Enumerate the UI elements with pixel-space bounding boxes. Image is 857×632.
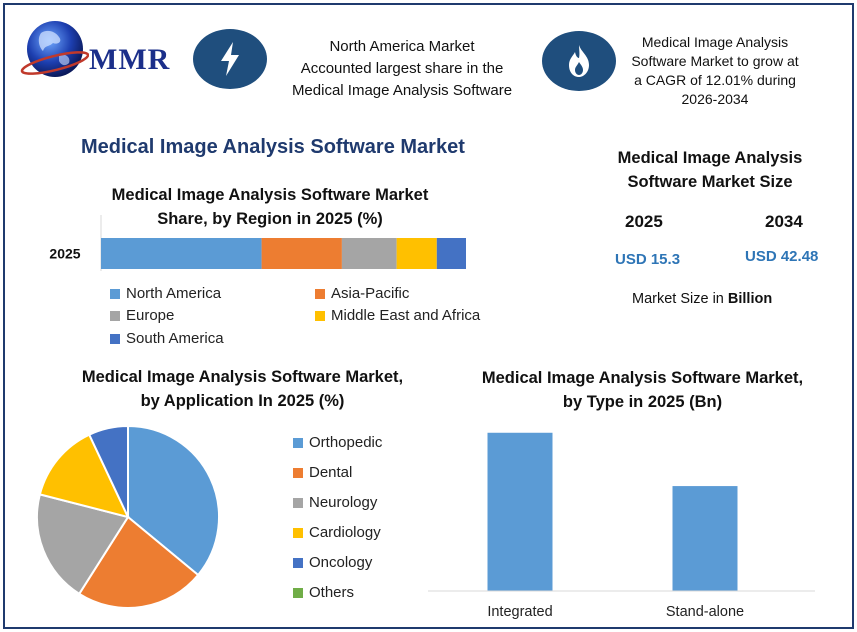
market-size-title-line-1: Medical Image Analysis: [617, 149, 803, 167]
lightning-bolt-icon: [193, 29, 267, 89]
type-bar-integrated: [487, 432, 553, 591]
pie-slice-neurology: [36, 493, 130, 596]
globe-icon: [20, 21, 90, 77]
application-chart-title-line-1: Medical Image Analysis Software Market,: [81, 368, 404, 386]
market-size-note: Market Size in Billion: [632, 291, 772, 307]
type-bar-stand-alone: [672, 486, 738, 591]
region-bar-segment-asia-pacific: [261, 238, 342, 269]
application-legend-item-oncology: Oncology: [293, 554, 372, 571]
headline-left: North America Market Accounted largest s…: [267, 36, 537, 102]
region-stacked-bar-chart: 2025: [49, 215, 466, 271]
region-chart-title: Medical Image Analysis Software Market S…: [75, 183, 465, 231]
legend-swatch: [110, 288, 120, 299]
legend-label: Cardiology: [309, 524, 381, 541]
legend-label: Dental: [309, 464, 353, 481]
region-bar-segment-middle-east-and-africa: [396, 238, 437, 269]
legend-swatch: [110, 333, 120, 344]
application-legend-item-orthopedic: Orthopedic: [293, 434, 382, 451]
legend-label: Europe: [126, 307, 175, 324]
market-size-note-prefix: Market Size in: [632, 291, 728, 307]
main-title: Medical Image Analysis Software Market: [81, 136, 465, 158]
region-legend-item-north-america: North America: [110, 285, 221, 302]
region-bar-segment-south-america: [436, 238, 466, 269]
region-bar-segment-north-america: [101, 238, 262, 269]
type-chart-title-line-1: Medical Image Analysis Software Market,: [481, 369, 804, 387]
infographic-frame: MMR North America Market Accounted large…: [3, 3, 854, 629]
headline-left-line-3: Medical Image Analysis Software: [291, 82, 513, 99]
region-chart-title-line-1: Medical Image Analysis Software Market: [111, 186, 429, 204]
region-legend-item-europe: Europe: [110, 307, 174, 324]
headline-right-line-1: Medical Image Analysis: [641, 34, 789, 50]
legend-label: South America: [126, 330, 224, 347]
market-size-note-unit: Billion: [727, 291, 773, 307]
headline-left-line-1: North America Market: [329, 38, 475, 55]
type-tick-label-stand-alone: Stand-alone: [666, 604, 744, 620]
legend-label: Middle East and Africa: [331, 307, 481, 324]
legend-label: Others: [309, 584, 355, 601]
application-legend-item-others: Others: [293, 584, 354, 601]
legend-label: Neurology: [309, 494, 378, 511]
market-size-year-2034: 2034: [765, 212, 803, 231]
legend-swatch: [315, 288, 325, 299]
legend-swatch: [110, 310, 120, 321]
market-size-title-line-2: Software Market Size: [627, 173, 793, 191]
legend-swatch: [293, 467, 303, 478]
brand-name: MMR: [89, 43, 171, 76]
headline-left-line-2: Accounted largest share in the: [300, 60, 504, 77]
flame-icon: [542, 31, 616, 91]
legend-swatch: [293, 527, 303, 538]
region-legend-item-middle-east-and-africa: Middle East and Africa: [315, 307, 480, 324]
region-chart-title-line-2: Share, by Region in 2025 (%): [157, 210, 383, 228]
region-legend-item-south-america: South America: [110, 330, 224, 347]
application-legend-item-neurology: Neurology: [293, 494, 377, 511]
region-category-label: 2025: [49, 246, 80, 262]
market-size-title: Medical Image Analysis Software Market S…: [585, 146, 835, 194]
pie-slice-oncology: [87, 424, 129, 518]
application-legend-item-dental: Dental: [293, 464, 352, 481]
mmr-logo: MMR: [19, 15, 179, 85]
pie-slice-dental: [77, 515, 200, 609]
legend-label: Orthopedic: [309, 434, 383, 451]
region-bar-segment-europe: [341, 238, 397, 269]
pie-slice-orthopedic: [127, 424, 221, 577]
headline-right-line-3: a CAGR of 12.01% during: [634, 72, 796, 88]
type-bar-chart: Integrated Stand-alone: [428, 432, 815, 620]
application-pie-chart: [36, 424, 221, 609]
type-chart-title-line-2: by Type in 2025 (Bn): [562, 393, 723, 411]
region-legend-item-asia-pacific: Asia-Pacific: [315, 285, 409, 302]
legend-swatch: [293, 497, 303, 508]
legend-swatch: [293, 587, 303, 598]
application-chart-title-line-2: by Application In 2025 (%): [140, 392, 345, 410]
legend-label: Asia-Pacific: [331, 285, 410, 302]
type-tick-label-integrated: Integrated: [487, 604, 552, 620]
pie-slice-cardiology: [38, 433, 130, 519]
headline-right-line-2: Software Market to grow at: [631, 53, 799, 69]
market-size-value-2034: USD 42.48: [745, 248, 819, 265]
market-size-year-2025: 2025: [625, 212, 663, 231]
type-chart-title: Medical Image Analysis Software Market, …: [460, 366, 825, 414]
legend-label: Oncology: [309, 554, 373, 571]
legend-label: North America: [126, 285, 222, 302]
market-size-value-2025: USD 15.3: [615, 251, 681, 268]
legend-swatch: [293, 557, 303, 568]
legend-swatch: [293, 437, 303, 448]
application-chart-title: Medical Image Analysis Software Market, …: [60, 365, 425, 413]
legend-swatch: [315, 310, 325, 321]
headline-right: Medical Image Analysis Software Market t…: [615, 33, 815, 109]
application-legend-item-cardiology: Cardiology: [293, 524, 381, 541]
headline-right-line-4: 2026-2034: [681, 91, 749, 107]
